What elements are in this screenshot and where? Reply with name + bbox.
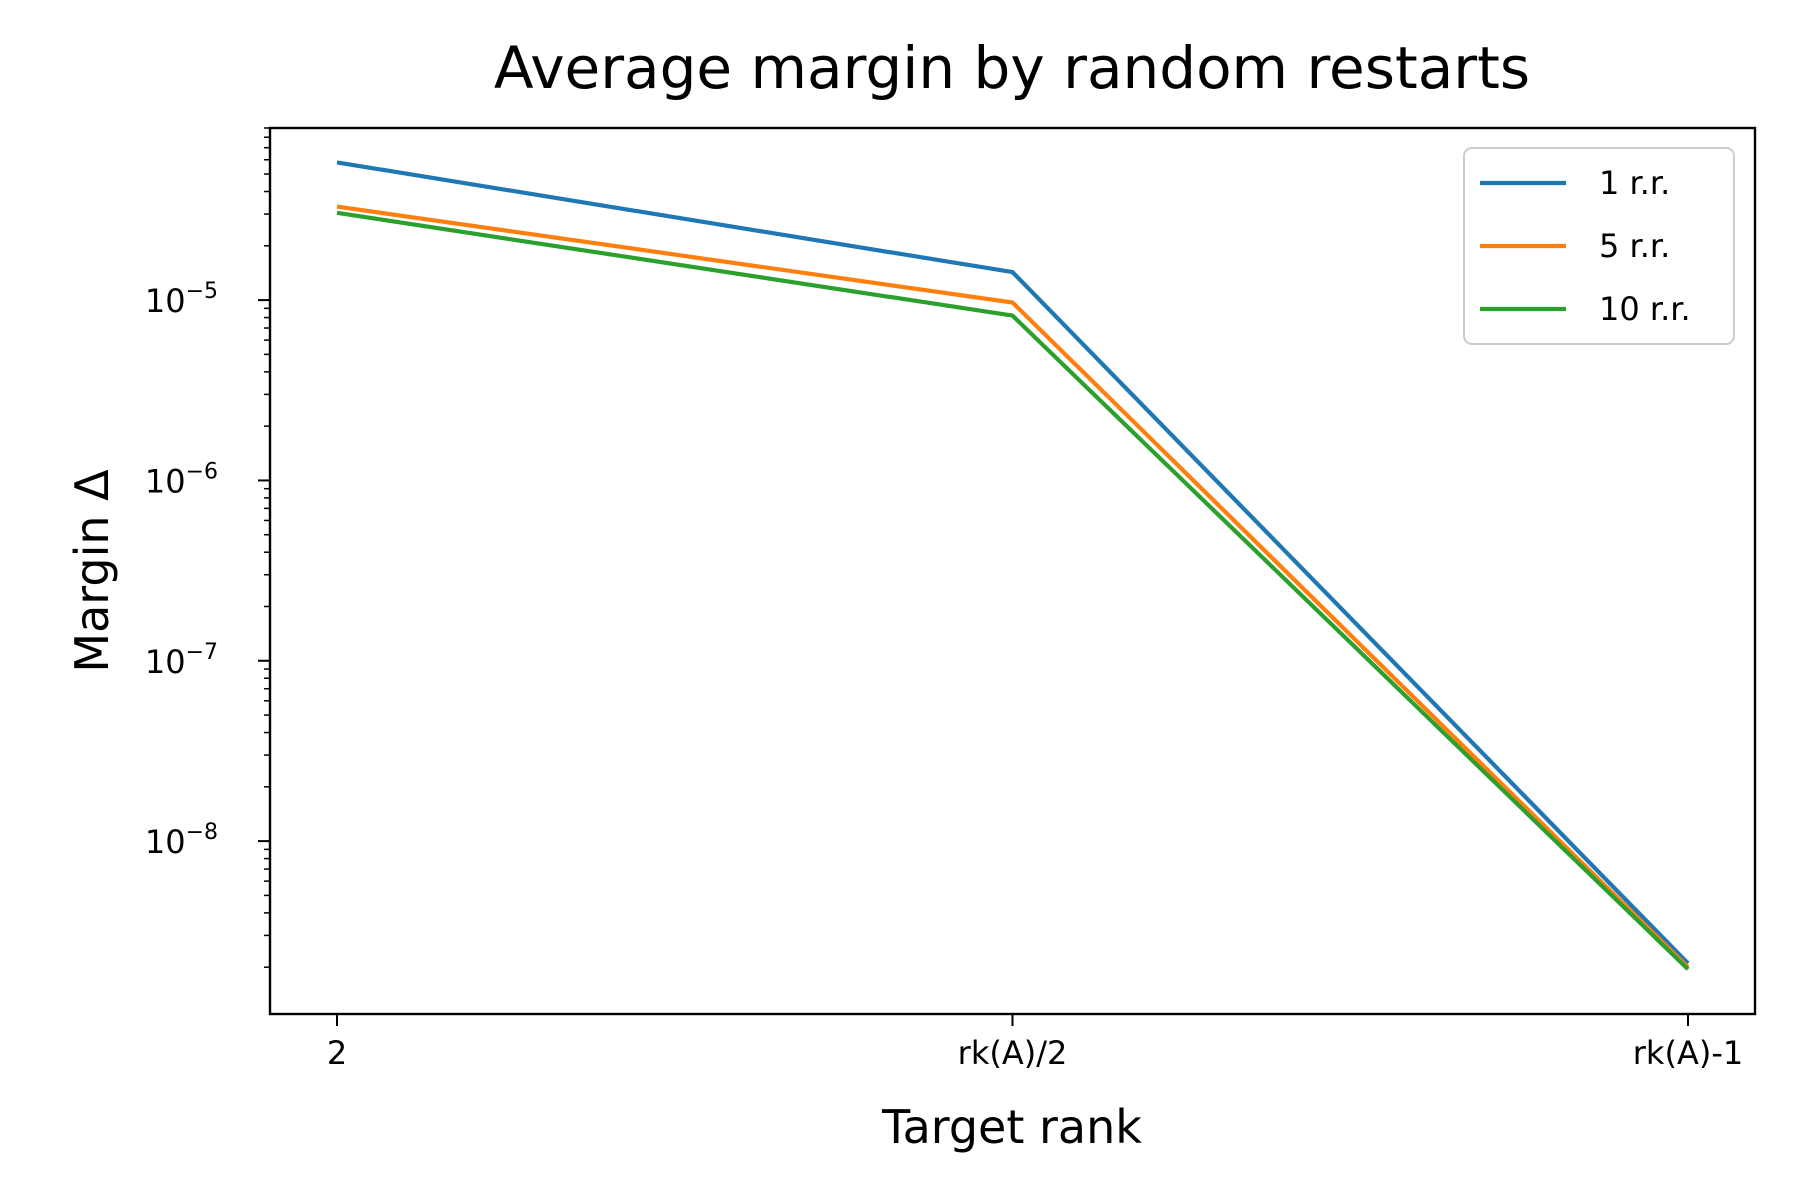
y-tick-label: 10−8	[145, 820, 218, 861]
legend-label-1: 1 r.r.	[1599, 164, 1670, 202]
legend-box	[1463, 147, 1735, 345]
y-axis: 10−8 10−7 10−6 10−5	[145, 127, 270, 968]
legend-label-3: 10 r.r.	[1599, 290, 1691, 328]
series-line-2	[336, 204, 1690, 969]
series-layer	[336, 160, 1690, 971]
chart-title: Average margin by random restarts	[494, 34, 1530, 102]
legend: 1 r.r. 5 r.r. 10 r.r.	[1463, 147, 1735, 345]
y-tick-label: 10−6	[145, 459, 218, 500]
y-tick-label: 10−7	[145, 640, 218, 681]
series-line-1	[336, 160, 1690, 965]
x-axis: 2 rk(A)/2 rk(A)-1	[327, 1014, 1743, 1072]
x-tick-label: rk(A)-1	[1633, 1034, 1743, 1072]
x-axis-label: Target rank	[881, 1100, 1142, 1154]
x-tick-label: 2	[327, 1034, 347, 1072]
series-line-3	[336, 210, 1690, 971]
legend-label-2: 5 r.r.	[1599, 227, 1670, 265]
plot-area	[268, 126, 1757, 1016]
y-axis-label: Margin Δ	[65, 469, 119, 673]
y-tick-label: 10−5	[145, 279, 218, 320]
x-tick-label: rk(A)/2	[958, 1034, 1068, 1072]
